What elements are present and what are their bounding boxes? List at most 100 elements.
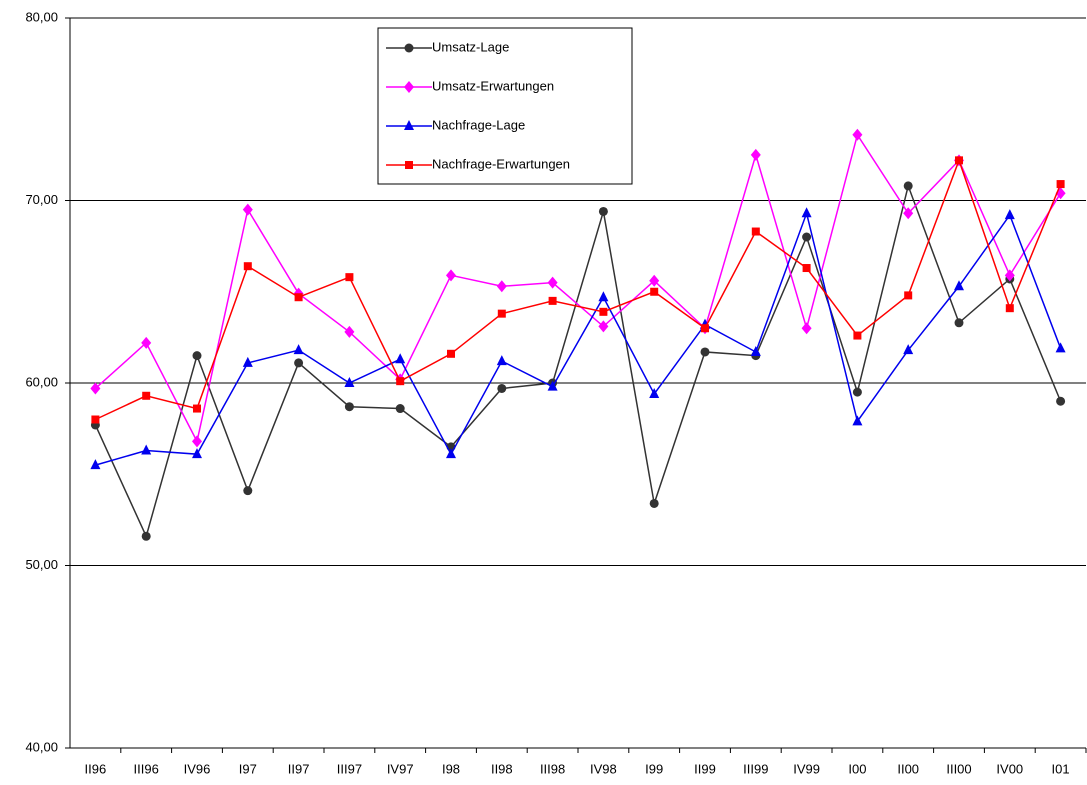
x-tick-label: IV96 <box>184 761 211 776</box>
x-tick-label: IV98 <box>590 761 617 776</box>
x-tick-label: I99 <box>645 761 663 776</box>
data-point <box>496 280 507 293</box>
data-point <box>447 349 455 358</box>
data-point <box>242 203 253 216</box>
legend-label: Umsatz-Lage <box>432 39 509 54</box>
x-tick-label: III98 <box>540 761 565 776</box>
series-line <box>94 132 1062 444</box>
data-point <box>650 287 659 296</box>
data-point <box>496 355 507 366</box>
data-point <box>802 264 811 273</box>
data-point <box>1056 180 1065 189</box>
data-point <box>243 262 252 271</box>
data-point <box>90 459 101 470</box>
data-point <box>344 402 354 412</box>
data-point <box>598 320 609 333</box>
data-point <box>904 291 913 300</box>
data-point <box>547 380 558 391</box>
x-tick-label: I00 <box>848 761 866 776</box>
data-point <box>497 383 507 393</box>
data-point <box>852 128 863 141</box>
data-point <box>1055 342 1066 353</box>
data-point <box>802 232 812 242</box>
y-tick-label: 70,00 <box>25 192 58 207</box>
data-point <box>1005 304 1014 313</box>
data-point <box>852 415 863 426</box>
data-point <box>396 377 405 386</box>
x-tick-label: III99 <box>743 761 768 776</box>
data-point <box>598 291 609 302</box>
data-point <box>141 531 151 541</box>
x-tick-label: II97 <box>288 761 310 776</box>
series-line <box>95 158 1062 421</box>
marker <box>405 161 413 169</box>
data-point <box>193 404 201 413</box>
data-point <box>954 280 964 291</box>
data-point <box>294 358 304 368</box>
data-point <box>955 156 963 165</box>
data-point <box>750 345 761 356</box>
data-point <box>1004 269 1015 282</box>
data-point <box>701 324 709 333</box>
x-tick-label: IV99 <box>793 761 820 776</box>
marker <box>404 81 414 93</box>
data-point <box>243 486 253 496</box>
data-point <box>446 269 456 282</box>
data-point <box>141 336 152 349</box>
x-tick-label: I01 <box>1052 761 1070 776</box>
data-point <box>192 435 202 448</box>
data-point <box>91 415 100 424</box>
data-point <box>700 347 710 357</box>
data-point <box>294 293 303 302</box>
data-point <box>750 148 761 161</box>
data-point <box>1056 396 1066 406</box>
data-point <box>142 391 151 400</box>
legend-label: Nachfrage-Lage <box>432 117 525 132</box>
x-tick-label: I97 <box>239 761 257 776</box>
legend-label: Nachfrage-Erwartungen <box>432 156 570 171</box>
marker <box>404 43 414 53</box>
data-point <box>344 325 355 338</box>
marker <box>404 120 414 130</box>
data-point <box>446 448 456 459</box>
legend-box <box>377 27 633 185</box>
data-point <box>954 318 964 328</box>
legend-label: Umsatz-Erwartungen <box>432 78 554 93</box>
x-tick-label: IV00 <box>996 761 1023 776</box>
data-point <box>395 353 406 364</box>
data-point <box>649 274 660 287</box>
data-point <box>345 273 354 282</box>
series-line <box>94 183 1062 539</box>
data-point <box>852 387 862 397</box>
series-line <box>95 210 1062 466</box>
data-point <box>903 181 913 191</box>
x-tick-label: II98 <box>491 761 513 776</box>
data-point <box>751 227 760 236</box>
data-point <box>649 387 660 398</box>
legend: Umsatz-Lage Umsatz-Erwartungen Nachfrage-L… <box>377 27 633 185</box>
data-point <box>192 351 202 361</box>
data-point <box>192 448 202 459</box>
x-tick-label: II99 <box>694 761 716 776</box>
data-point <box>547 276 558 289</box>
x-tick-label: III96 <box>134 761 159 776</box>
y-tick-label: 50,00 <box>25 557 58 572</box>
data-point <box>242 356 253 367</box>
data-point <box>853 331 862 340</box>
data-point <box>801 207 812 218</box>
data-point <box>599 307 608 316</box>
x-tick-label: II00 <box>897 761 919 776</box>
x-tick-label: II96 <box>85 761 107 776</box>
y-tick-label: 80,00 <box>25 9 58 24</box>
data-point <box>649 498 659 508</box>
y-tick-label: 40,00 <box>25 739 58 754</box>
data-point <box>903 207 914 220</box>
x-tick-label: I98 <box>442 761 460 776</box>
data-point <box>598 206 608 216</box>
data-point <box>90 382 101 395</box>
data-point <box>497 309 506 318</box>
data-point <box>395 404 405 414</box>
data-point <box>1004 209 1015 220</box>
y-tick-label: 60,00 <box>25 374 58 389</box>
